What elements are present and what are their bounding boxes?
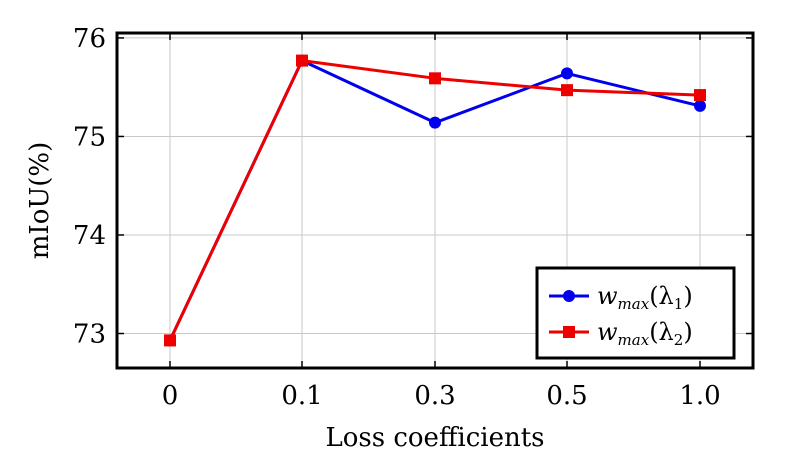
- legend-label-1: wmax(λ1): [597, 282, 693, 313]
- legend-box: [535, 266, 736, 360]
- y-tick-label: 74: [73, 221, 106, 251]
- series-layer: [164, 54, 706, 347]
- legend-marker-2: [563, 326, 575, 338]
- y-tick-label: 73: [73, 320, 106, 350]
- data-point-series-2: [164, 334, 176, 347]
- x-tick-label: 0.5: [546, 381, 587, 411]
- data-point-series-1: [561, 67, 573, 80]
- x-tick-label: 0: [162, 381, 179, 411]
- axis-ticks: 0 0.1 0.3 0.5 1.0 73 74 75 76: [73, 24, 753, 411]
- x-axis-title: Loss coefficients: [325, 423, 544, 453]
- y-tick-label: 75: [73, 122, 106, 152]
- legend-marker-1: [563, 290, 575, 302]
- data-point-series-2: [694, 89, 706, 102]
- data-point-series-2: [429, 72, 441, 85]
- y-axis-title: mIoU(%): [25, 142, 55, 259]
- data-point-series-2: [296, 54, 308, 67]
- x-tick-label: 0.3: [414, 381, 455, 411]
- y-tick-label: 76: [73, 24, 106, 54]
- x-tick-label: 0.1: [281, 381, 322, 411]
- data-point-series-1: [429, 116, 441, 129]
- legend-label-2: wmax(λ2): [597, 318, 693, 349]
- data-point-series-1: [694, 99, 706, 112]
- x-tick-label: 1.0: [679, 381, 720, 411]
- data-point-series-2: [561, 84, 573, 97]
- legend: wmax(λ1) wmax(λ2): [535, 266, 736, 360]
